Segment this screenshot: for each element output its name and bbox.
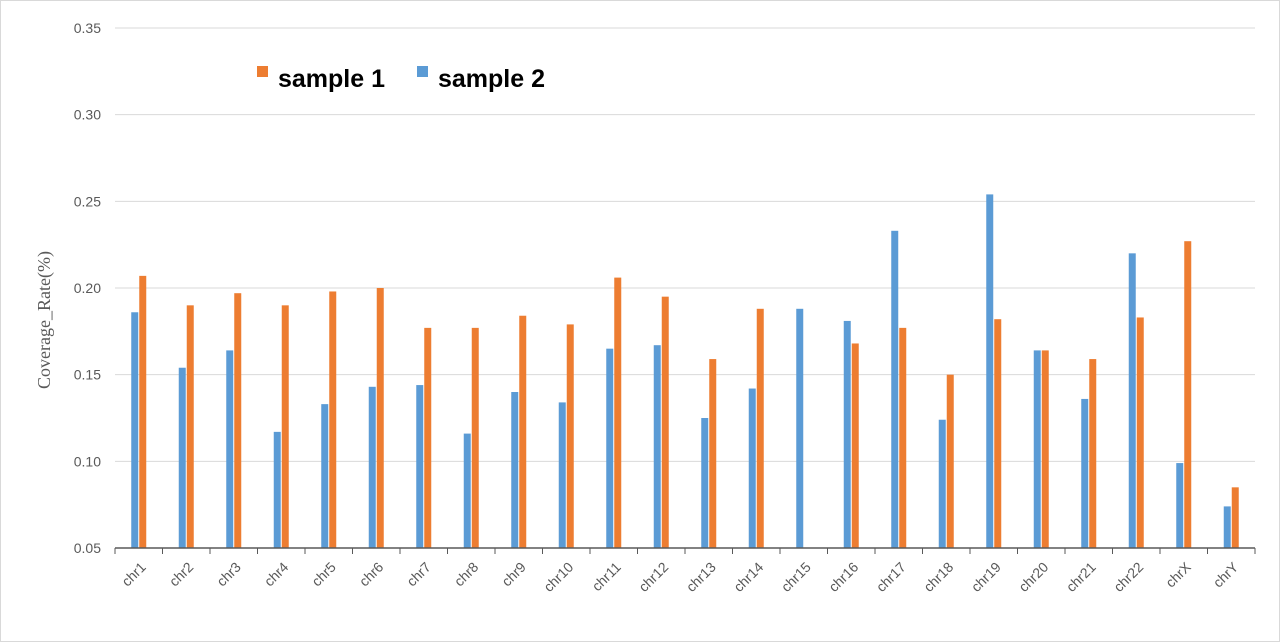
- bar-sample-1-chr16: [851, 343, 859, 548]
- x-tick-label: chr8: [451, 559, 482, 590]
- bar-sample-2-chr13: [701, 418, 709, 548]
- bar-sample-2-chr15: [796, 308, 804, 548]
- bar-sample-1-chr22: [1136, 317, 1144, 548]
- x-tick-label: chr21: [1063, 559, 1099, 595]
- y-tick-label: 0.35: [74, 20, 101, 36]
- x-tick-label: chrX: [1162, 558, 1194, 590]
- legend-swatch: [417, 66, 428, 77]
- bar-sample-1-chr11: [614, 277, 622, 548]
- bars: [131, 194, 1239, 549]
- x-tick-label: chr11: [589, 559, 624, 594]
- bar-sample-2-chr17: [891, 230, 899, 549]
- x-tick-label: chr2: [166, 559, 197, 590]
- x-tick-label: chr20: [1015, 559, 1051, 595]
- legend-swatch: [257, 66, 268, 77]
- x-tick-label: chr5: [308, 559, 339, 590]
- bar-sample-1-chr13: [709, 359, 717, 548]
- bar-sample-2-chr8: [463, 433, 471, 548]
- x-tick-label: chr14: [730, 559, 766, 595]
- bar-sample-1-chr10: [566, 324, 574, 548]
- bar-sample-1-chr1: [139, 275, 147, 548]
- x-tick-label: chr17: [873, 559, 909, 595]
- bar-sample-2-chr1: [131, 312, 139, 548]
- bar-sample-1-chr18: [946, 374, 954, 548]
- bar-sample-1-chr19: [994, 319, 1002, 548]
- x-tick-label: chr9: [498, 559, 529, 590]
- bar-sample-2-chr19: [986, 194, 994, 548]
- x-tick-label: chr4: [261, 559, 292, 590]
- bar-sample-2-chr12: [653, 345, 661, 548]
- x-tick-label: chr7: [403, 559, 434, 590]
- bar-sample-2-chr9: [511, 392, 519, 548]
- x-tick-label: chr16: [825, 559, 861, 595]
- bar-sample-1-chr14: [756, 308, 764, 548]
- x-tick-label: chr6: [356, 559, 387, 590]
- y-axis-label: Coverage_Rate(%): [34, 251, 55, 389]
- x-tick-labels: chr1 chr2 chr3 chr4 chr5 chr6 chr7 chr8 chr9 chr1…: [118, 558, 1242, 595]
- bar-sample-1-chr2: [186, 305, 194, 548]
- y-tick-label: 0.05: [74, 540, 101, 556]
- bar-sample-2-chr20: [1033, 350, 1041, 548]
- y-tick-label: 0.15: [74, 367, 101, 383]
- bar-sample-1-chr12: [661, 296, 669, 548]
- bar-sample-2-chr7: [416, 385, 424, 548]
- bar-sample-2-chr5: [321, 404, 329, 548]
- bar-sample-1-chr20: [1041, 350, 1049, 548]
- y-tick-labels: 0.05 0.10 0.15 0.20 0.25 0.30 0.35: [74, 20, 101, 556]
- bar-sample-2-chrY: [1223, 506, 1231, 548]
- y-tick-label: 0.10: [74, 453, 101, 469]
- bar-sample-2-chr11: [606, 348, 614, 548]
- bar-sample-1-chr6: [376, 288, 384, 548]
- x-tick-label: chr22: [1110, 559, 1146, 595]
- x-tick-label: chr12: [635, 559, 671, 595]
- bar-sample-2-chrX: [1176, 463, 1184, 548]
- bar-sample-2-chr3: [226, 350, 234, 548]
- bar-sample-2-chr14: [748, 388, 756, 548]
- y-tick-label: 0.25: [74, 193, 101, 209]
- bar-sample-2-chr18: [938, 419, 946, 548]
- bar-sample-1-chr3: [234, 293, 242, 548]
- x-tick-label: chr1: [118, 559, 149, 590]
- x-tick-label: chr15: [778, 559, 814, 595]
- bar-sample-1-chrY: [1231, 487, 1239, 548]
- bar-sample-1-chr8: [471, 327, 479, 548]
- bar-sample-1-chr7: [424, 327, 432, 548]
- x-tick-label: chrY: [1210, 558, 1242, 590]
- bar-sample-2-chr10: [558, 402, 566, 548]
- x-axis: [114, 547, 1256, 554]
- x-tick-label: chr13: [683, 559, 719, 595]
- legend: sample 1 sample 2: [257, 65, 545, 93]
- bar-sample-2-chr22: [1128, 253, 1136, 549]
- bar-sample-2-chr2: [178, 367, 186, 548]
- x-tick-label: chr10: [540, 559, 576, 595]
- bar-sample-1-chr9: [519, 315, 527, 548]
- y-tick-label: 0.30: [74, 107, 101, 123]
- x-tick-label: chr18: [920, 559, 956, 595]
- bar-sample-1-chr21: [1089, 359, 1097, 548]
- gridlines: [115, 27, 1255, 462]
- legend-label: sample 2: [438, 65, 545, 93]
- bar-sample-2-chr21: [1081, 398, 1089, 548]
- bar-sample-1-chr5: [329, 291, 337, 548]
- bar-sample-2-chr16: [843, 320, 851, 548]
- legend-label: sample 1: [278, 65, 385, 93]
- y-tick-label: 0.20: [74, 280, 101, 296]
- bar-sample-1-chr17: [899, 327, 907, 548]
- bar-sample-2-chr4: [273, 431, 281, 548]
- x-tick-label: chr19: [968, 559, 1004, 595]
- bar-sample-1-chrX: [1184, 241, 1192, 548]
- x-tick-label: chr3: [213, 559, 244, 590]
- bar-sample-2-chr6: [368, 386, 376, 548]
- bar-sample-1-chr4: [281, 305, 289, 548]
